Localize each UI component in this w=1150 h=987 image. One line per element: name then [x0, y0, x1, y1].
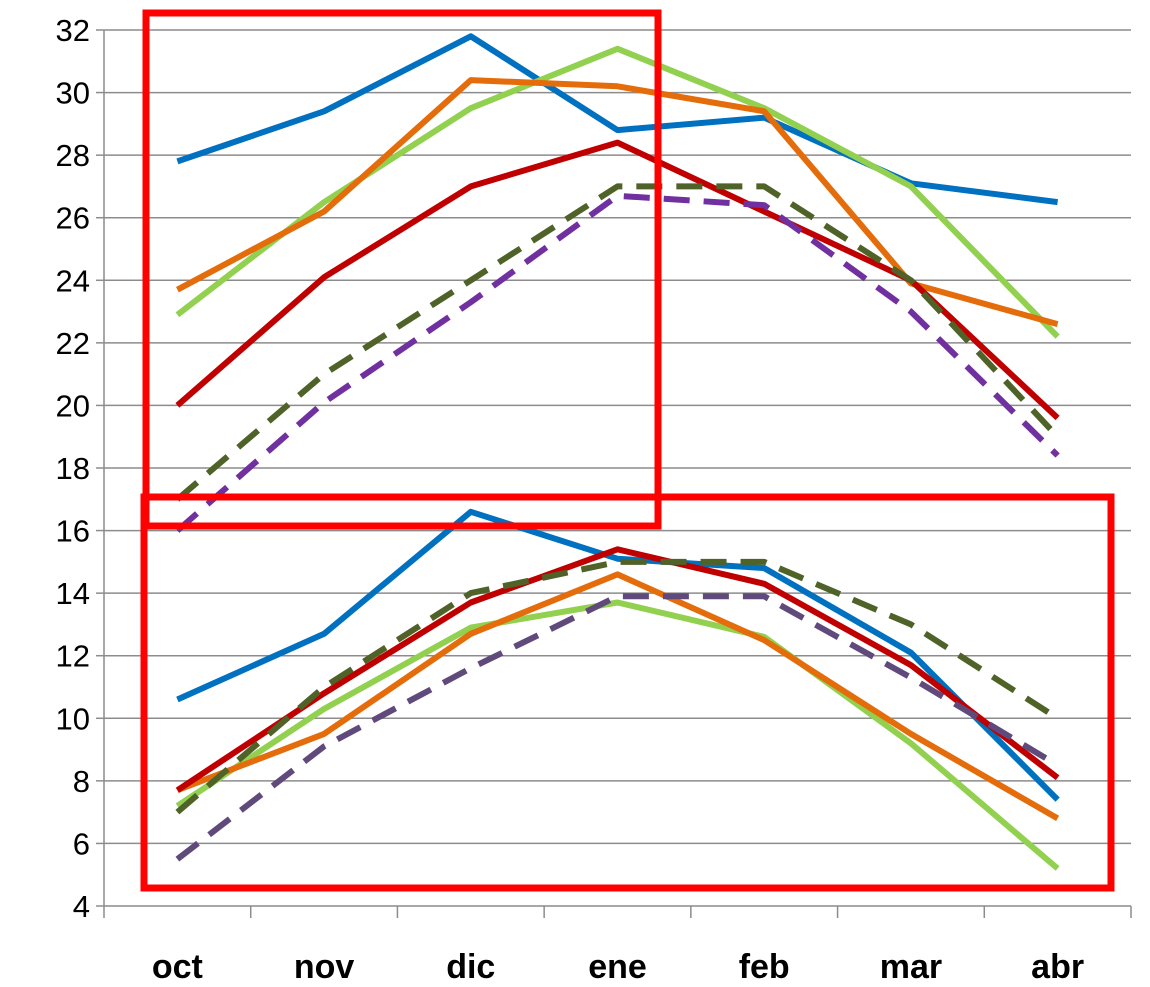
x-tick-label-abr: abr — [1031, 948, 1084, 986]
series-line-lower-12 — [175, 593, 1060, 862]
series-line-lower-10 — [175, 546, 1060, 793]
x-tick-label-nov: nov — [294, 948, 355, 986]
y-tick-label: 22 — [56, 326, 90, 361]
gridlines — [104, 29, 1131, 845]
x-tick-label-ene: ene — [588, 948, 647, 986]
series-line-lower-9 — [176, 571, 1060, 821]
x-tick-label-oct: oct — [152, 948, 203, 986]
series-line-lower-7 — [176, 508, 1060, 802]
highlight-box-lower — [140, 493, 1115, 892]
y-tick-label: 12 — [56, 639, 90, 674]
series-line-upper-1 — [176, 33, 1058, 206]
series-line-upper-6 — [175, 192, 1060, 533]
y-tick-label: 26 — [56, 201, 90, 236]
y-tick-label: 6 — [73, 826, 90, 861]
y-tick-label: 14 — [56, 576, 90, 611]
series-line-upper-5 — [175, 183, 1060, 502]
x-tick-label-mar: mar — [880, 948, 942, 986]
axes — [96, 29, 1132, 918]
series-line-lower-8 — [175, 599, 1060, 871]
series-line-upper-2 — [175, 45, 1060, 339]
y-tick-label: 8 — [73, 764, 90, 799]
x-tick-label-feb: feb — [739, 948, 790, 986]
series-lines — [175, 33, 1060, 871]
y-tick-label: 20 — [56, 388, 90, 423]
y-tick-label: 32 — [56, 13, 90, 48]
y-tick-label: 4 — [73, 889, 90, 924]
x-tick-label-dic: dic — [446, 948, 495, 986]
y-tick-label: 30 — [56, 76, 90, 111]
series-line-lower-11 — [175, 558, 1060, 815]
highlight-boxes — [140, 9, 1115, 892]
y-tick-labels: 4 6 8 10 12 14 16 18 20 22 24 26 28 30 32 — [56, 13, 90, 924]
y-tick-label: 28 — [56, 138, 90, 173]
y-tick-label: 24 — [56, 263, 90, 298]
y-tick-label: 18 — [56, 451, 90, 486]
y-tick-label: 10 — [56, 701, 90, 736]
y-tick-label: 16 — [56, 514, 90, 549]
x-tick-labels: oct nov dic ene feb mar abr — [152, 948, 1084, 986]
highlight-box-upper — [142, 9, 662, 530]
